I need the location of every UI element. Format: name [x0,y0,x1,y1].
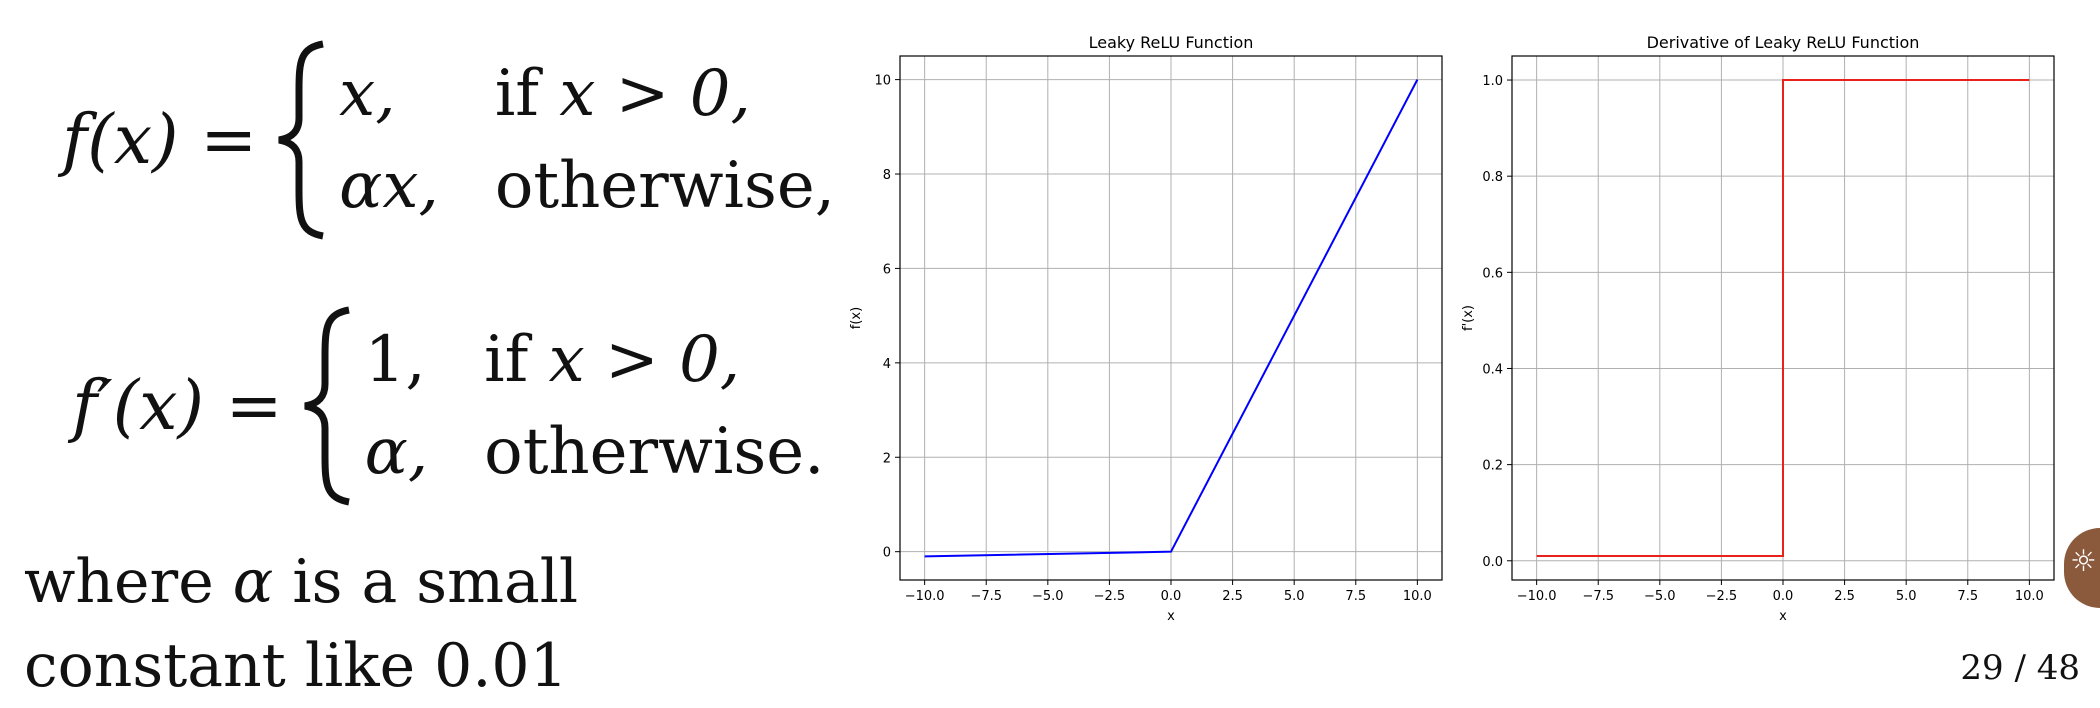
note-text: where [24,547,214,617]
leaky-relu-derivative-chart: −10.0 −7.5 −5.0 −2.5 0.0 2.5 5.0 7.5 10.0 0.0 0.2 0… [1461,33,2055,624]
y-axis-label: f(x) [849,307,864,329]
y-tick-label: 0.4 [1482,362,1503,377]
formula-lhs: f(x) = [62,100,258,180]
x-tick-label: 0.0 [1161,589,1182,604]
y-tick-label: 0.2 [1482,459,1503,474]
case-condition: if x > 0, [494,57,751,131]
case-condition: otherwise. [484,415,825,489]
x-tick-label: 2.5 [1222,589,1243,604]
x-tick-label: −7.5 [970,589,1002,604]
alpha-symbol: α [232,547,274,617]
case-condition: if x > 0, [484,323,741,397]
page-number: 29 / 48 [1960,648,2080,688]
y-tick-label: 8 [883,168,891,183]
formula-lhs: f′(x) = [72,366,283,446]
note-text: is a small constant like 0.01 [24,547,579,701]
case-value: 1, [364,323,426,397]
y-tick-label: 0.0 [1482,555,1503,570]
x-tick-label: 7.5 [1957,589,1978,604]
x-tick-label: −5.0 [1032,589,1064,604]
left-brace [278,40,324,240]
y-tick-label: 1.0 [1482,74,1503,89]
case-value: α, [364,415,429,489]
x-tick-label: −2.5 [1706,589,1738,604]
x-tick-label: −5.0 [1644,589,1676,604]
x-axis-label: x [1779,609,1787,624]
y-tick-label: 0 [883,546,891,561]
alpha-note: where α is a small constant like 0.01 [24,540,844,708]
case-value: αx, [339,149,439,223]
series-line [1536,79,2030,557]
x-tick-label: −2.5 [1094,589,1126,604]
x-tick-label: 7.5 [1345,589,1366,604]
chart-title: Leaky ReLU Function [1089,33,1254,52]
leaky-relu-chart: −10.0 −7.5 −5.0 −2.5 0.0 2.5 5.0 7.5 10.0 0 2 4 6 8 10… [849,33,1443,624]
y-tick-label: 0.8 [1482,170,1503,185]
x-tick-label: 0.0 [1773,589,1794,604]
case-condition: otherwise, [494,149,836,223]
x-tick-label: 2.5 [1834,589,1855,604]
x-tick-label: 5.0 [1896,589,1917,604]
chart-title: Derivative of Leaky ReLU Function [1647,33,1920,52]
x-tick-label: −10.0 [905,589,945,604]
y-axis-label: f'(x) [1461,305,1476,331]
y-tick-label: 6 [883,262,891,277]
y-tick-label: 0.6 [1482,266,1503,281]
leaky-relu-derivative-formula: f′(x) = 1, if x > 0, α, otherwise. [72,306,824,506]
series-line [924,79,1419,558]
y-tick-label: 4 [883,357,891,372]
x-tick-label: −7.5 [1582,589,1614,604]
x-axis-label: x [1167,609,1175,624]
y-tick-label: 10 [874,74,891,89]
x-tick-label: 5.0 [1284,589,1305,604]
cases-block: x, if x > 0, αx, otherwise, [339,52,835,228]
x-tick-label: 10.0 [1403,589,1432,604]
y-tick-label: 2 [883,451,891,466]
university-logo: ☼ [2064,528,2100,608]
x-tick-label: 10.0 [2015,589,2044,604]
left-brace [303,306,350,506]
case-value: x, [339,57,396,131]
leaky-relu-formula: f(x) = x, if x > 0, αx, otherwise, [62,40,835,240]
x-tick-label: −10.0 [1517,589,1557,604]
cases-block: 1, if x > 0, α, otherwise. [365,318,825,494]
